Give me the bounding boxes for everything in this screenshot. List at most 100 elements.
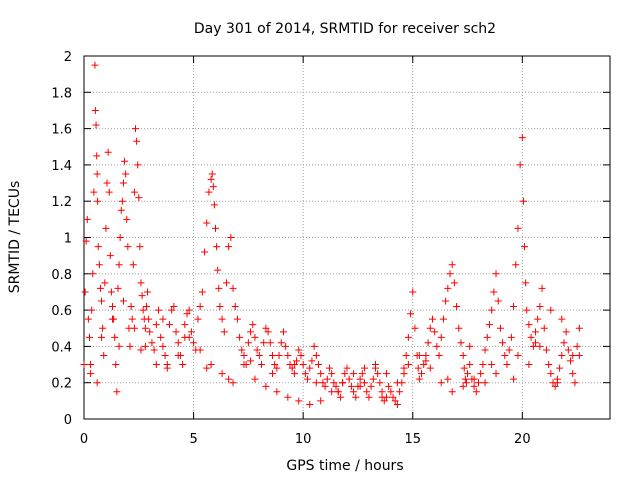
data-point	[264, 328, 272, 336]
data-point	[95, 261, 103, 269]
data-point	[96, 284, 104, 292]
data-point	[101, 279, 109, 287]
data-point	[159, 315, 167, 323]
data-point	[130, 188, 138, 196]
data-point	[231, 302, 239, 310]
y-tick-label: 1	[64, 232, 72, 247]
data-point	[310, 342, 318, 350]
data-point	[479, 361, 487, 369]
data-point	[124, 243, 132, 251]
data-point	[80, 361, 88, 369]
data-point	[409, 288, 417, 296]
data-point	[203, 219, 211, 227]
data-point	[212, 224, 219, 232]
data-point	[119, 297, 127, 305]
data-point	[106, 252, 114, 260]
data-point	[393, 400, 401, 408]
data-point	[225, 243, 233, 251]
data-point	[155, 306, 163, 314]
data-point	[330, 379, 338, 387]
data-point	[135, 194, 143, 202]
data-point	[485, 321, 493, 329]
data-point	[457, 339, 465, 347]
data-point	[525, 321, 533, 329]
data-point	[170, 302, 178, 310]
data-point	[102, 224, 110, 232]
data-point	[238, 346, 246, 354]
data-point	[347, 382, 355, 390]
data-point	[573, 342, 581, 350]
data-point	[527, 333, 535, 341]
data-point	[503, 361, 511, 369]
y-axis-label: SRMTID / TECUs	[7, 181, 23, 294]
data-point	[369, 375, 377, 383]
data-point	[460, 364, 468, 372]
data-point	[94, 243, 102, 251]
data-point	[365, 393, 373, 401]
data-point	[172, 328, 180, 336]
data-point	[210, 201, 218, 209]
data-point	[558, 315, 566, 323]
data-point	[129, 261, 137, 269]
data-point	[161, 351, 169, 359]
data-point	[91, 106, 99, 114]
x-tick-label: 10	[295, 432, 312, 447]
data-point	[496, 324, 504, 332]
chart-title: Day 301 of 2014, SRMTID for receiver sch…	[194, 21, 496, 37]
data-point	[371, 361, 379, 369]
data-point	[136, 243, 144, 251]
data-point	[317, 397, 325, 405]
data-point	[218, 315, 226, 323]
data-point	[415, 375, 423, 383]
data-point	[207, 175, 215, 183]
data-point	[128, 315, 136, 323]
data-point	[295, 397, 303, 405]
data-point	[433, 342, 441, 350]
data-point	[363, 388, 371, 396]
data-point	[306, 400, 314, 408]
data-point	[279, 328, 287, 336]
data-point	[218, 370, 226, 378]
data-point	[325, 364, 333, 372]
y-tick-label: 1.8	[51, 86, 72, 101]
data-point	[428, 315, 436, 323]
data-point	[277, 339, 285, 347]
data-point	[575, 351, 583, 359]
data-point	[488, 306, 496, 314]
data-point	[459, 351, 467, 359]
data-point	[339, 379, 347, 387]
data-point	[208, 170, 216, 178]
data-point	[477, 370, 485, 378]
data-point	[114, 284, 122, 292]
x-tick-label: 20	[514, 432, 531, 447]
data-point	[514, 224, 522, 232]
data-point	[190, 339, 198, 347]
data-point	[273, 388, 281, 396]
data-point	[336, 393, 344, 401]
data-point	[99, 324, 107, 332]
data-point	[227, 234, 235, 241]
data-point	[516, 161, 524, 169]
data-point	[282, 342, 290, 350]
data-point	[98, 333, 106, 341]
data-point	[531, 328, 539, 336]
y-tick-label: 0.2	[51, 377, 72, 392]
data-point	[268, 351, 276, 359]
data-point	[556, 364, 564, 372]
data-point	[358, 370, 366, 378]
data-point	[562, 328, 570, 336]
data-point	[130, 324, 138, 332]
data-point	[492, 270, 500, 278]
data-point	[233, 315, 241, 323]
data-point	[306, 364, 314, 372]
y-tick-label: 0.4	[51, 340, 72, 355]
data-point	[424, 339, 432, 347]
y-tick-label: 1.6	[51, 123, 72, 138]
data-point	[132, 125, 140, 133]
data-point	[564, 346, 572, 354]
data-point	[525, 361, 533, 369]
data-point	[308, 357, 316, 365]
data-point	[284, 351, 292, 359]
data-point	[108, 315, 116, 323]
data-point	[367, 382, 375, 390]
